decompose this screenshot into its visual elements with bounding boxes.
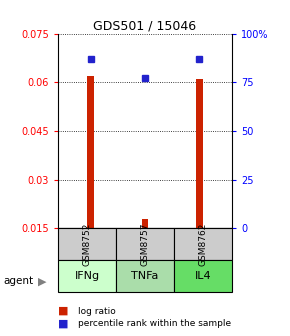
Text: agent: agent (3, 276, 33, 286)
Text: ■: ■ (58, 306, 68, 316)
Bar (87, 76, 94, 228)
Text: GSM8752: GSM8752 (82, 223, 92, 266)
Text: GSM8762: GSM8762 (198, 223, 208, 266)
Text: IFNg: IFNg (75, 271, 99, 281)
Text: IL4: IL4 (195, 271, 211, 281)
Bar (116, 260, 174, 292)
Bar (174, 228, 232, 260)
Text: ▶: ▶ (38, 277, 46, 287)
Bar (58, 260, 116, 292)
Text: TNFa: TNFa (131, 271, 159, 281)
Text: percentile rank within the sample: percentile rank within the sample (78, 320, 231, 328)
Bar (116, 228, 174, 260)
Text: ■: ■ (58, 318, 68, 328)
Bar (174, 260, 232, 292)
Title: GDS501 / 15046: GDS501 / 15046 (93, 19, 197, 33)
Text: log ratio: log ratio (78, 307, 116, 316)
Text: GSM8757: GSM8757 (140, 223, 150, 266)
Bar (58, 228, 116, 260)
Bar (196, 79, 203, 228)
Bar (142, 219, 148, 228)
